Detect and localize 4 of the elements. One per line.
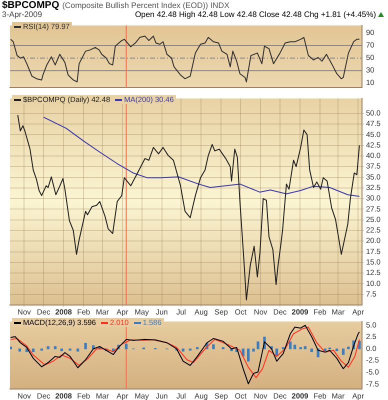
chart-subtitle: (Composite Bullish Percent Index (EOD)) INDX (62, 1, 230, 10)
text: Open 42.48 High 42.48 Low 42.48 Close 42.48 Chg +1.81 (+4.45%) (134, 10, 376, 19)
chart-title: $BPCOMPQ (2, 0, 60, 11)
text: 3-Apr-2009 (2, 10, 42, 19)
